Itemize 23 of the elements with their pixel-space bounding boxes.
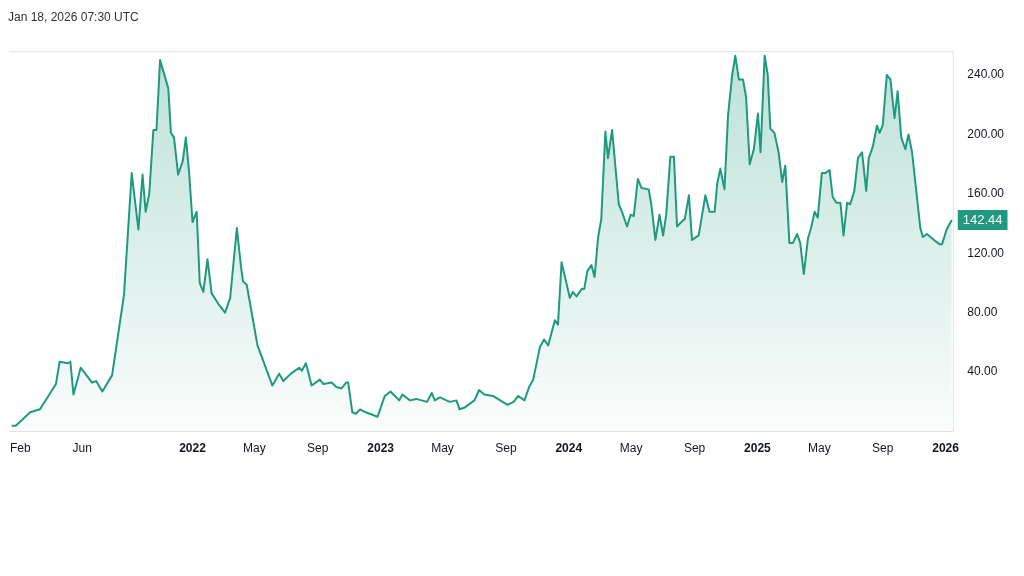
x-tick-label: Jun (72, 441, 92, 456)
x-tick-label: Feb (10, 441, 32, 456)
y-tick-label: 80.00 (967, 305, 998, 320)
x-tick-label: Sep (307, 441, 329, 456)
x-tick-label: Sep (495, 441, 517, 456)
y-tick-label: 240.00 (967, 67, 1005, 82)
x-tick-label: 2022 (179, 441, 207, 456)
x-tick-label: Sep (872, 441, 894, 456)
y-tick-label: 40.00 (967, 364, 998, 379)
x-tick-label: 2023 (367, 441, 395, 456)
x-tick-label: May (243, 441, 266, 456)
x-tick-label: May (431, 441, 454, 456)
annotation: 142.44 (962, 211, 1003, 227)
x-tick-label: Sep (683, 441, 706, 456)
x-tick-label: 2025 (744, 441, 772, 456)
x-tick-label: May (807, 441, 831, 456)
y-tick-label: 160.00 (967, 186, 1005, 201)
y-tick-label: 200.00 (967, 126, 1005, 141)
x-tick-label: 2024 (555, 441, 583, 456)
x-tick-label: 2026 (932, 441, 960, 456)
chart-title: Jan 18, 2026 07:30 UTC (8, 10, 139, 24)
y-tick-label: 120.00 (967, 245, 1005, 260)
x-tick-label: May (619, 441, 643, 456)
